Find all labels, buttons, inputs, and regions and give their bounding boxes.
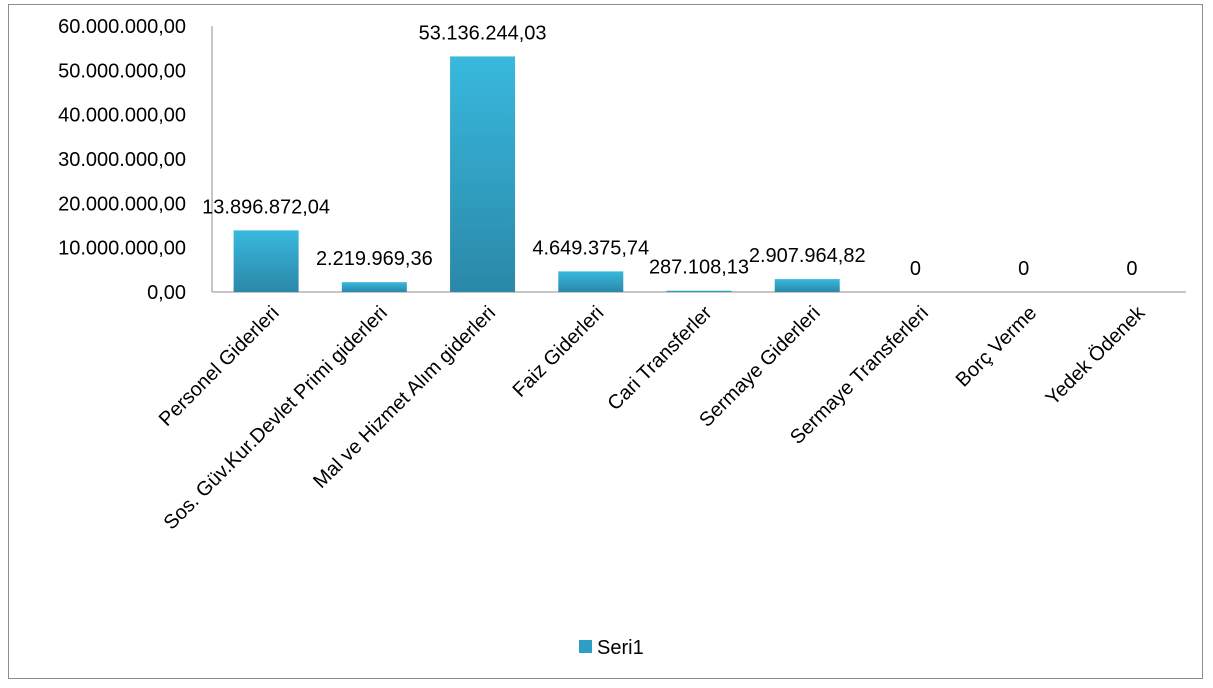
x-tick-label: Borç Verme [952,302,1041,391]
bar [233,230,299,292]
y-tick-label: 40.000.000,00 [58,105,186,127]
legend: Seri1 [579,637,644,659]
data-label: 0 [1126,258,1137,280]
y-tick-label: 50.000.000,00 [58,60,186,82]
y-axis: 0,00 10.000.000,00 20.000.000,00 30.000.000… [58,16,213,304]
x-tick-label: Yedek Ödenek [1042,301,1151,410]
y-tick-label: 30.000.000,00 [58,149,186,171]
y-tick-label: 60.000.000,00 [58,16,186,38]
legend-label: Seri1 [597,637,644,659]
data-label: 13.896.872,04 [202,196,330,218]
x-tick-label: Cari Transferler [604,302,717,415]
bar [666,290,732,292]
y-tick-label: 20.000.000,00 [58,193,186,215]
data-label: 0 [910,258,921,280]
x-tick-label: Mal ve Hizmet Alım giderleri [309,302,500,493]
x-tick-label: Sermaye Giderleri [695,302,825,432]
x-tick-label: Sos. Güv.Kur.Devlet Primi giderleri [160,302,392,534]
legend-swatch [579,640,592,653]
chart-frame [8,4,1203,679]
x-tick-label: Faiz Giderleri [509,302,609,402]
bar [341,282,407,292]
bar [774,279,840,292]
data-label: 0 [1018,258,1029,280]
bars [233,56,840,292]
bar [558,271,624,292]
y-tick-label: 10.000.000,00 [58,238,186,260]
data-label: 53.136.244,03 [419,22,547,44]
y-tick-label: 0,00 [147,282,186,304]
data-label: 287.108,13 [649,257,749,279]
data-label: 2.219.969,36 [316,248,433,270]
bar [450,56,516,292]
x-tick-label: Personel Giderleri [155,302,284,431]
data-label: 4.649.375,74 [532,237,649,259]
data-label: 2.907.964,82 [749,245,866,267]
data-labels: 13.896.872,04 2.219.969,36 53.136.244,03 4.… [202,22,1137,280]
